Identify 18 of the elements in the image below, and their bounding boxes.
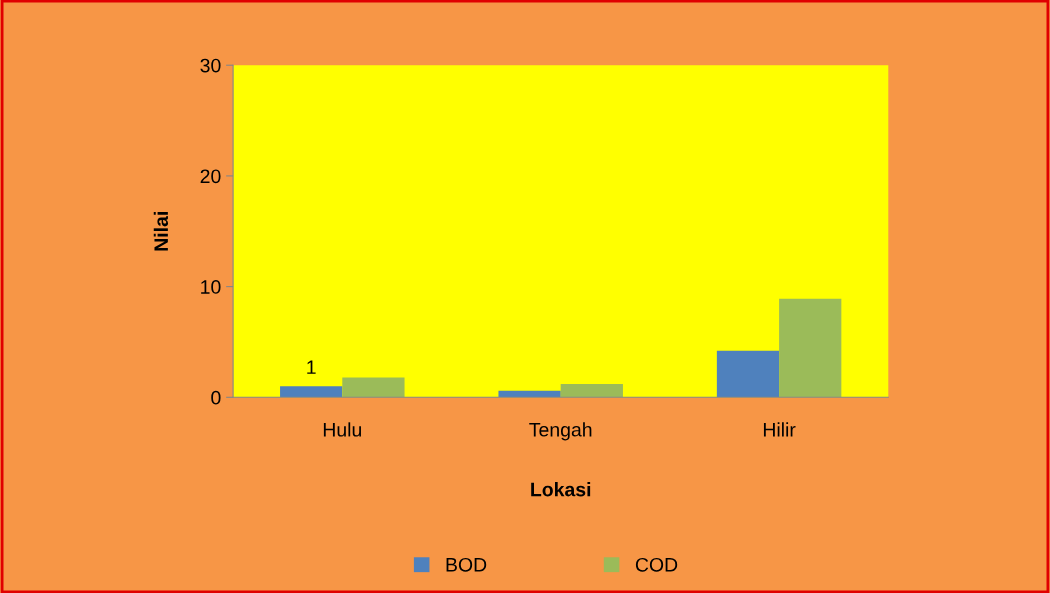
x-tick-label: Hilir <box>763 422 796 437</box>
bar <box>779 298 842 398</box>
y-tick-label: 30 <box>200 58 221 73</box>
x-tick-label: Tengah <box>529 422 592 441</box>
x-tick-label: Hulu <box>323 422 361 437</box>
bar <box>560 384 623 398</box>
bar <box>498 390 561 398</box>
y-tick-label: 20 <box>200 169 221 184</box>
y-tick-label: 0 <box>211 390 221 405</box>
legend-label: BOD <box>446 557 487 572</box>
y-axis-title: Nilai <box>153 212 169 251</box>
bar <box>280 386 343 398</box>
legend-label: COD <box>635 557 678 572</box>
y-tick-label: 10 <box>201 280 221 294</box>
bar <box>342 377 405 398</box>
bar <box>716 350 780 398</box>
data-label: 1 <box>307 360 316 374</box>
x-axis-title: Lokasi <box>531 482 591 497</box>
